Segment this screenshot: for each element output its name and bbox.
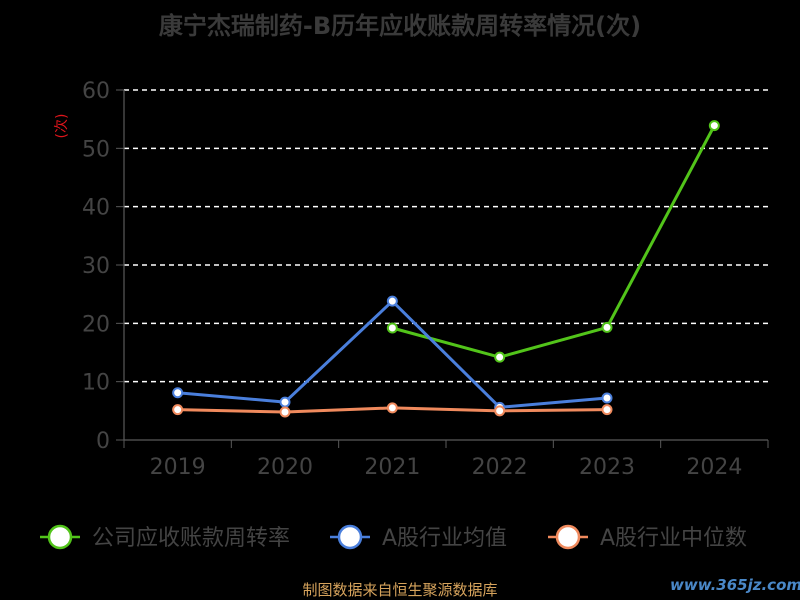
legend-item-2: A股行业均值 <box>330 524 507 551</box>
legend-circle-marker <box>555 524 581 550</box>
legend-label: A股行业均值 <box>382 526 507 551</box>
legend-circle-marker <box>337 524 363 550</box>
x-tick-label: 2024 <box>686 455 742 480</box>
legend-item-1: 公司应收账款周转率 <box>40 524 290 551</box>
data-point <box>386 402 398 414</box>
y-tick-label: 20 <box>82 312 110 337</box>
data-point <box>601 392 613 404</box>
series-2 <box>172 295 613 413</box>
series-3 <box>172 402 613 418</box>
x-tick-label: 2020 <box>257 455 313 480</box>
x-tick-label: 2021 <box>364 455 420 480</box>
series-lines <box>172 120 720 418</box>
series-line <box>391 124 716 359</box>
legend: 公司应收账款周转率 A股行业均值 A股行业中位数 <box>40 524 747 551</box>
data-point <box>494 405 506 417</box>
data-point <box>494 351 506 363</box>
data-point <box>386 295 398 307</box>
legend-circle-marker <box>47 524 73 550</box>
y-tick-label: 50 <box>82 137 110 162</box>
y-tick-label: 40 <box>82 196 110 221</box>
x-tick-label: 2023 <box>579 455 635 480</box>
data-point <box>708 120 720 132</box>
legend-label: A股行业中位数 <box>600 526 747 551</box>
series-line <box>177 299 608 409</box>
gridlines <box>124 89 768 383</box>
chart-title: 康宁杰瑞制药-B历年应收账款周转率情况(次) <box>159 12 641 40</box>
data-point <box>601 321 613 333</box>
y-tick-label: 30 <box>82 254 110 279</box>
y-tick-label: 10 <box>82 371 110 396</box>
data-point <box>279 396 291 408</box>
data-point <box>279 406 291 418</box>
axes: 0 10 20 30 40 50 60 2019 2020 2021 2022 2023 2024 <box>82 79 769 480</box>
y-axis-unit-label: (次) <box>54 114 70 139</box>
legend-item-3: A股行业中位数 <box>548 524 747 551</box>
x-tick-label: 2022 <box>472 455 528 480</box>
watermark: www.365jz.com <box>670 576 800 594</box>
y-tick-label: 60 <box>82 79 110 104</box>
x-tick-label: 2019 <box>150 455 206 480</box>
data-point <box>172 404 184 416</box>
data-point <box>601 404 613 416</box>
legend-label: 公司应收账款周转率 <box>92 526 290 551</box>
data-point <box>172 387 184 399</box>
y-tick-label: 0 <box>96 429 110 454</box>
data-source-note: 制图数据来自恒生聚源数据库 <box>302 581 497 599</box>
data-point <box>386 322 398 334</box>
series-1 <box>386 120 720 363</box>
